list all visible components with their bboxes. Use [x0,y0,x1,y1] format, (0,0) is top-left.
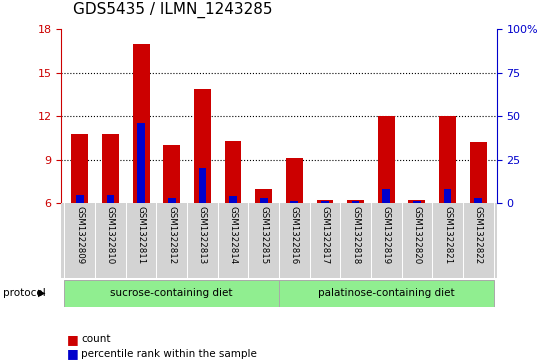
Bar [286,158,303,203]
Text: GSM1322822: GSM1322822 [474,205,483,264]
Bar [474,198,482,203]
Bar [470,142,487,203]
Bar [378,116,395,203]
Bar [168,198,176,203]
Text: GSM1322811: GSM1322811 [137,205,146,264]
Bar [413,201,421,203]
Bar [163,145,180,203]
Bar [260,198,267,203]
Bar [102,134,119,203]
Bar [321,201,329,203]
Bar [107,195,114,203]
Text: GSM1322816: GSM1322816 [290,205,299,264]
Text: ■: ■ [67,333,79,346]
Bar [408,200,425,203]
Text: GSM1322818: GSM1322818 [351,205,360,264]
Bar [382,189,390,203]
Text: GSM1322810: GSM1322810 [106,205,115,264]
Text: GDS5435 / ILMN_1243285: GDS5435 / ILMN_1243285 [73,2,272,18]
Text: GSM1322821: GSM1322821 [443,205,452,264]
Bar [137,123,145,203]
Bar [439,116,456,203]
Text: percentile rank within the sample: percentile rank within the sample [81,349,257,359]
Bar [194,89,211,203]
Text: ■: ■ [67,347,79,360]
Text: GSM1322819: GSM1322819 [382,205,391,264]
Text: GSM1322820: GSM1322820 [412,205,421,264]
Text: count: count [81,334,110,344]
Text: palatinose-containing diet: palatinose-containing diet [318,288,455,298]
Bar [71,134,88,203]
Text: ▶: ▶ [38,288,45,298]
Text: GSM1322809: GSM1322809 [75,205,84,264]
Bar [347,200,364,203]
Bar [316,200,334,203]
Text: GSM1322812: GSM1322812 [167,205,176,264]
Bar [133,44,150,203]
Bar [444,189,451,203]
Text: sucrose-containing diet: sucrose-containing diet [110,288,233,298]
Bar [229,196,237,203]
Bar [279,280,494,307]
Bar [224,141,242,203]
Bar [255,189,272,203]
Bar [64,280,279,307]
Bar [76,195,84,203]
Bar [352,201,359,203]
Text: GSM1322813: GSM1322813 [198,205,207,264]
Text: GSM1322817: GSM1322817 [320,205,329,264]
Text: protocol: protocol [3,288,46,298]
Text: GSM1322814: GSM1322814 [229,205,238,264]
Bar [291,201,298,203]
Bar [199,168,206,203]
Text: GSM1322815: GSM1322815 [259,205,268,264]
